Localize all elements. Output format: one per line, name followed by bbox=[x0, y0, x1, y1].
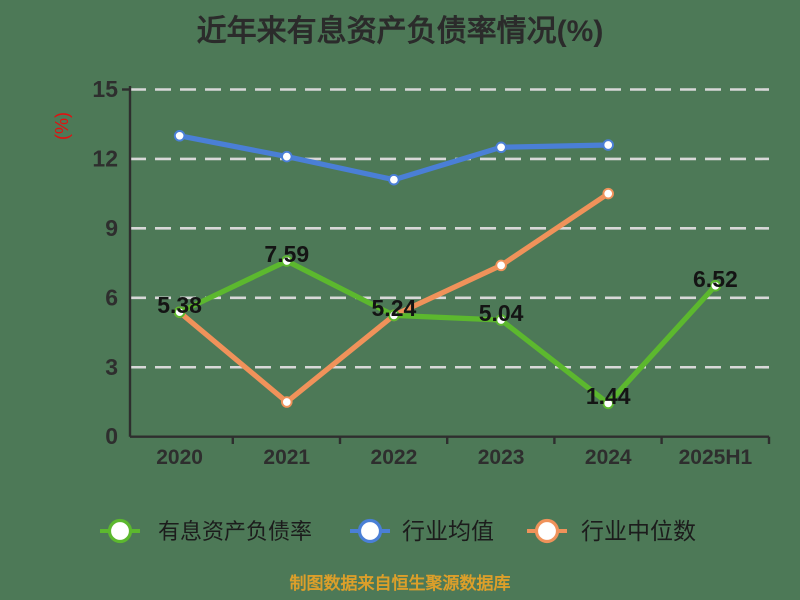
svg-text:行业中位数: 行业中位数 bbox=[581, 518, 696, 544]
svg-text:2024: 2024 bbox=[585, 446, 632, 469]
svg-text:12: 12 bbox=[92, 146, 118, 172]
svg-text:(%): (%) bbox=[52, 112, 72, 140]
svg-text:3: 3 bbox=[105, 354, 118, 380]
svg-text:2020: 2020 bbox=[156, 446, 203, 469]
svg-text:行业均值: 行业均值 bbox=[402, 518, 494, 544]
svg-text:2025H1: 2025H1 bbox=[679, 446, 753, 469]
svg-text:1.44: 1.44 bbox=[586, 383, 631, 409]
svg-text:有息资产负债率: 有息资产负债率 bbox=[158, 519, 312, 544]
svg-text:2022: 2022 bbox=[371, 446, 418, 469]
svg-text:6: 6 bbox=[105, 285, 118, 311]
svg-text:7.59: 7.59 bbox=[264, 241, 309, 267]
svg-text:9: 9 bbox=[105, 215, 118, 241]
svg-text:0: 0 bbox=[105, 423, 118, 449]
svg-text:2023: 2023 bbox=[478, 446, 525, 469]
svg-text:5.38: 5.38 bbox=[157, 292, 202, 318]
svg-text:15: 15 bbox=[92, 76, 118, 102]
svg-text:6.52: 6.52 bbox=[693, 266, 738, 292]
svg-text:5.24: 5.24 bbox=[372, 295, 417, 321]
svg-text:2021: 2021 bbox=[263, 446, 310, 469]
svg-text:制图数据来自恒生聚源数据库: 制图数据来自恒生聚源数据库 bbox=[290, 573, 511, 593]
svg-text:5.04: 5.04 bbox=[479, 300, 524, 326]
